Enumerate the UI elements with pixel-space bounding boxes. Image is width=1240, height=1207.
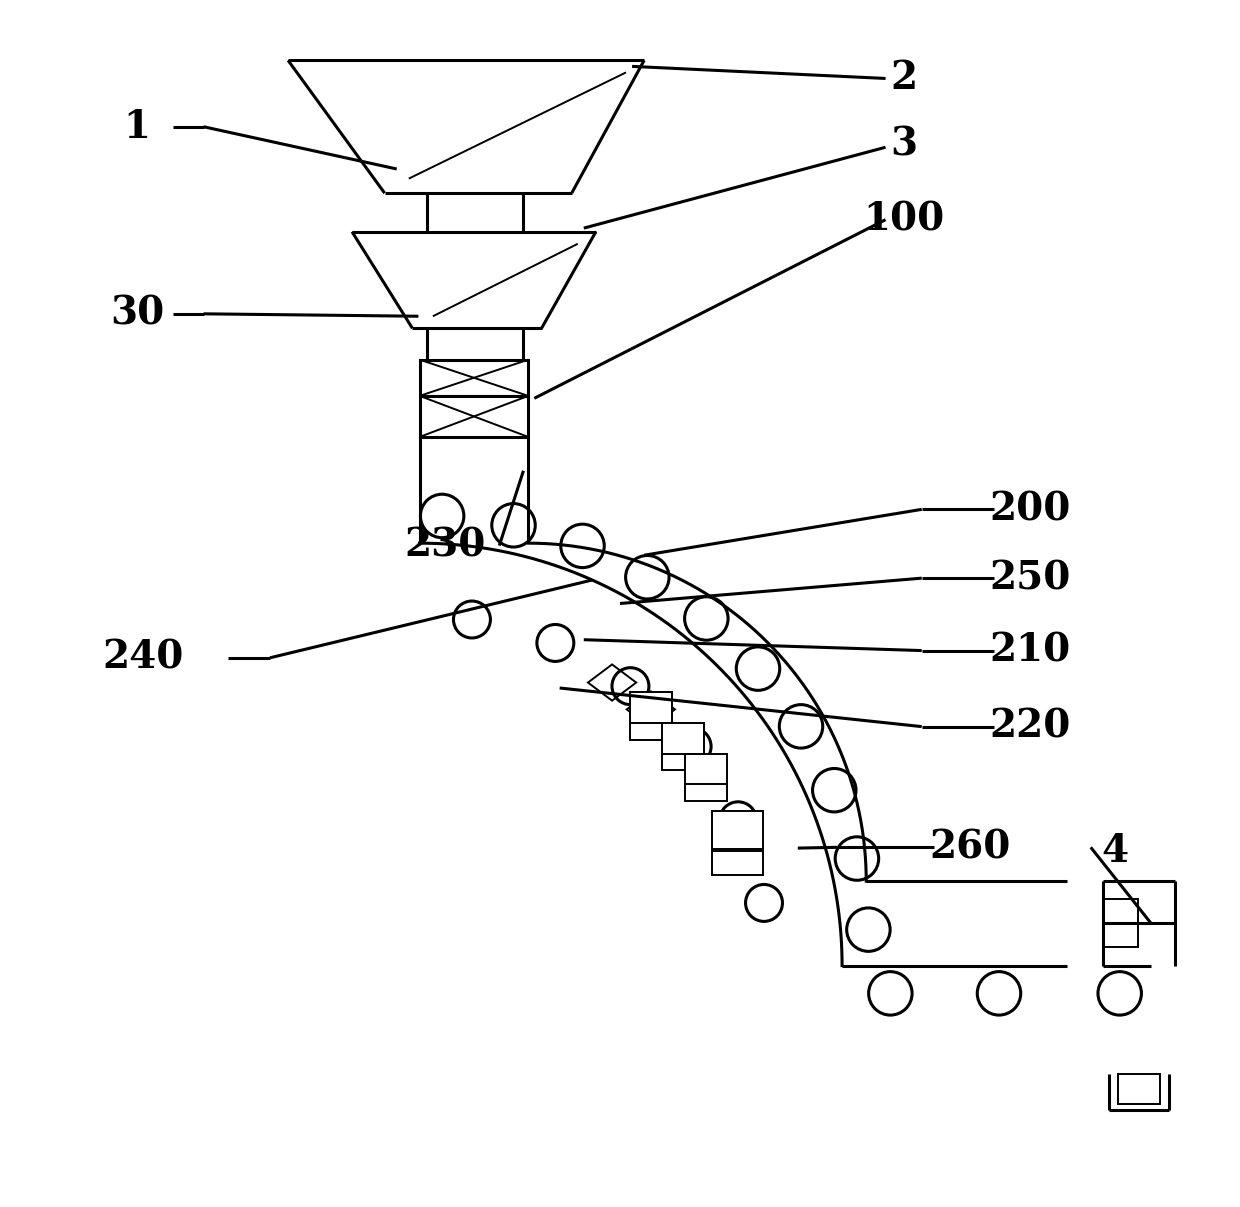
Circle shape [1097,972,1142,1015]
Text: 2: 2 [890,59,918,98]
Text: 200: 200 [990,490,1071,529]
Text: 220: 220 [990,707,1071,746]
Bar [712,851,763,875]
Text: 250: 250 [990,559,1071,597]
Bar [419,396,528,437]
Text: 240: 240 [103,639,184,677]
Circle shape [537,624,574,661]
Circle shape [869,972,913,1015]
Circle shape [977,972,1021,1015]
Text: 3: 3 [890,126,918,164]
Circle shape [737,647,780,690]
Circle shape [812,769,856,812]
Bar [684,785,728,801]
Bar [1118,1074,1161,1103]
Circle shape [719,801,756,839]
Bar [661,753,704,770]
Circle shape [560,524,604,567]
Circle shape [492,503,536,547]
Bar [1104,899,1138,947]
Bar [630,723,672,740]
Bar [630,693,672,727]
Text: 4: 4 [1101,832,1128,870]
Text: 30: 30 [110,295,165,333]
Text: 230: 230 [404,526,486,565]
Text: 100: 100 [863,200,945,239]
Circle shape [675,728,711,765]
Text: 210: 210 [990,631,1071,670]
Text: 1: 1 [124,107,151,146]
Bar [712,811,763,850]
Bar [661,723,704,757]
Bar [419,360,528,396]
Circle shape [847,908,890,951]
Circle shape [836,836,879,880]
Text: 260: 260 [929,828,1011,867]
Circle shape [613,667,649,705]
Bar [684,754,728,788]
Circle shape [745,885,782,921]
Circle shape [779,705,823,748]
Circle shape [420,494,464,537]
Circle shape [626,555,670,599]
Circle shape [454,601,490,639]
Circle shape [684,596,728,640]
